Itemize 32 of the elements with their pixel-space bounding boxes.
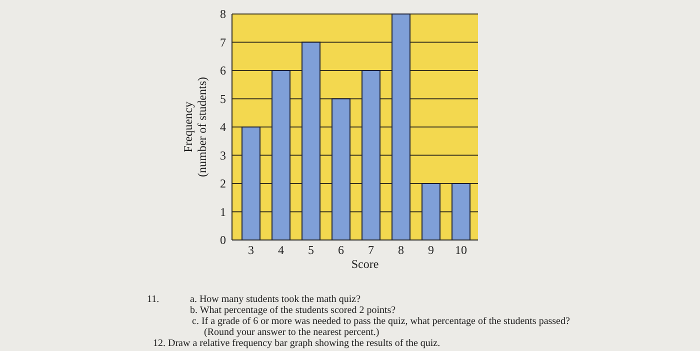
text: 11.: [147, 294, 160, 305]
x-tick-label: 3: [248, 243, 254, 257]
bar: [272, 70, 290, 240]
y-tick-label: 3: [220, 148, 226, 162]
y-tick-label: 6: [220, 64, 226, 78]
text: a. How many students took the math quiz?: [190, 294, 362, 305]
x-tick-label: 7: [368, 243, 374, 257]
bar: [422, 183, 440, 240]
text: 12. Draw a relative frequency bar graph showing the results of the quiz.: [153, 338, 442, 349]
y-tick-label: 8: [220, 7, 226, 22]
text: b. What percentage of the students scored 2 points?: [190, 305, 397, 316]
y-tick-label: 1: [220, 204, 226, 219]
bar: [332, 98, 350, 240]
x-tick-label: 5: [308, 243, 314, 257]
x-tick-label: 6: [338, 243, 344, 257]
bar: [392, 14, 410, 240]
y-tick-label: 5: [220, 92, 226, 106]
y-tick-label: 0: [220, 233, 226, 248]
x-tick-label: 9: [428, 243, 434, 257]
bar: [452, 183, 470, 240]
y-tick-label: 4: [220, 120, 226, 134]
text: c. If a grade of 6 or more was needed to pass the quiz, what percentage of the students passed? (Round your answer to the nearest percent.): [192, 316, 571, 338]
y-tick-label: 7: [220, 35, 226, 50]
y-axis-title: Frequency (number of students): [181, 77, 209, 177]
x-tick-label: 10: [455, 243, 467, 257]
bar: [242, 126, 260, 240]
x-axis-title: Score: [351, 257, 379, 271]
x-tick-label: 8: [398, 243, 404, 257]
x-tick-label: 4: [278, 243, 284, 257]
bar: [362, 70, 380, 240]
bar: [302, 42, 320, 240]
y-tick-label: 2: [220, 176, 226, 191]
